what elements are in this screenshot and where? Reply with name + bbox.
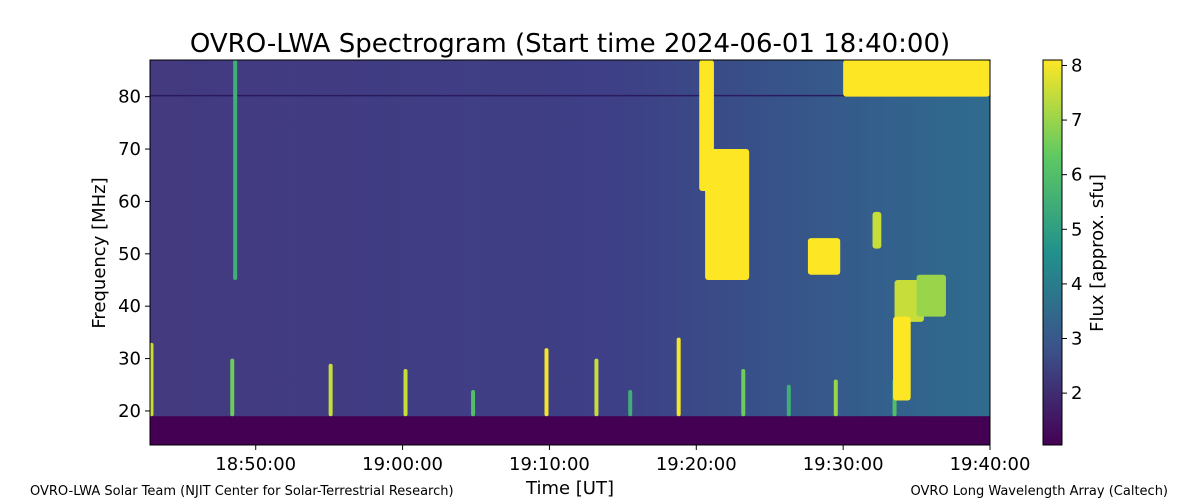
colorbar-tick-label: 7	[1071, 110, 1082, 131]
y-tick-label: 80	[118, 87, 141, 108]
emission-region-7	[843, 60, 990, 97]
chart-title: OVRO-LWA Spectrogram (Start time 2024-06…	[190, 29, 950, 59]
burst-mark-12	[833, 379, 838, 417]
burst-mark-6	[544, 348, 549, 417]
no-data-band	[150, 416, 990, 445]
burst-mark-11	[786, 384, 791, 417]
emission-region-3	[872, 211, 882, 249]
plot-frame	[149, 59, 991, 446]
y-tick-label: 70	[118, 139, 141, 160]
plot-area	[150, 60, 990, 445]
x-axis-label: Time [UT]	[525, 478, 614, 499]
x-tick-label: 19:10:00	[509, 454, 590, 475]
y-tick-label: 60	[118, 191, 141, 212]
burst-mark-7	[594, 358, 599, 417]
colorbar-label: Flux [approx. sfu]	[1087, 174, 1108, 332]
spectrogram-background	[150, 60, 990, 445]
colorbar-tick-label: 4	[1071, 274, 1082, 295]
burst-mark-2	[233, 60, 238, 280]
x-tick-label: 19:00:00	[362, 454, 443, 475]
y-tick-label: 40	[118, 296, 141, 317]
y-tick-label: 30	[118, 349, 141, 370]
emission-region-6	[916, 274, 946, 317]
emission-region-1	[705, 149, 750, 280]
y-tick-label: 20	[118, 401, 141, 422]
x-tick-label: 19:40:00	[950, 454, 1031, 475]
colorbar-tick-label: 6	[1071, 165, 1082, 186]
colorbar-tick-label: 2	[1071, 383, 1082, 404]
colorbar-axis: 2 3 4 5 6 7 8	[1062, 55, 1082, 404]
burst-mark-9	[676, 337, 681, 417]
x-axis: 18:50:00 19:00:00 19:10:00 19:20:00 19:30:00…	[215, 445, 1030, 475]
y-tick-label: 50	[118, 244, 141, 265]
burst-mark-3	[328, 363, 333, 417]
emission-region-2	[807, 238, 841, 275]
x-tick-label: 18:50:00	[215, 454, 296, 475]
burst-mark-5	[471, 390, 476, 417]
burst-mark-4	[403, 369, 408, 417]
colorbar-tick-label: 5	[1071, 219, 1082, 240]
colorbar-tick-label: 3	[1071, 329, 1082, 350]
footer-right: OVRO Long Wavelength Array (Caltech)	[910, 484, 1168, 499]
emission-region-5	[893, 316, 911, 401]
burst-mark-8	[628, 390, 633, 417]
colorbar	[1042, 59, 1063, 446]
burst-mark-10	[741, 369, 746, 417]
y-axis: 20 30 40 50 60 70 80	[118, 87, 150, 422]
burst-mark-0	[150, 342, 154, 417]
y-axis-label: Frequency [MHz]	[89, 177, 110, 328]
burst-mark-1	[230, 358, 235, 417]
x-tick-label: 19:30:00	[803, 454, 884, 475]
colorbar-tick-label: 8	[1071, 55, 1082, 76]
x-tick-label: 19:20:00	[656, 454, 737, 475]
footer-left: OVRO-LWA Solar Team (NJIT Center for Sol…	[30, 484, 454, 499]
